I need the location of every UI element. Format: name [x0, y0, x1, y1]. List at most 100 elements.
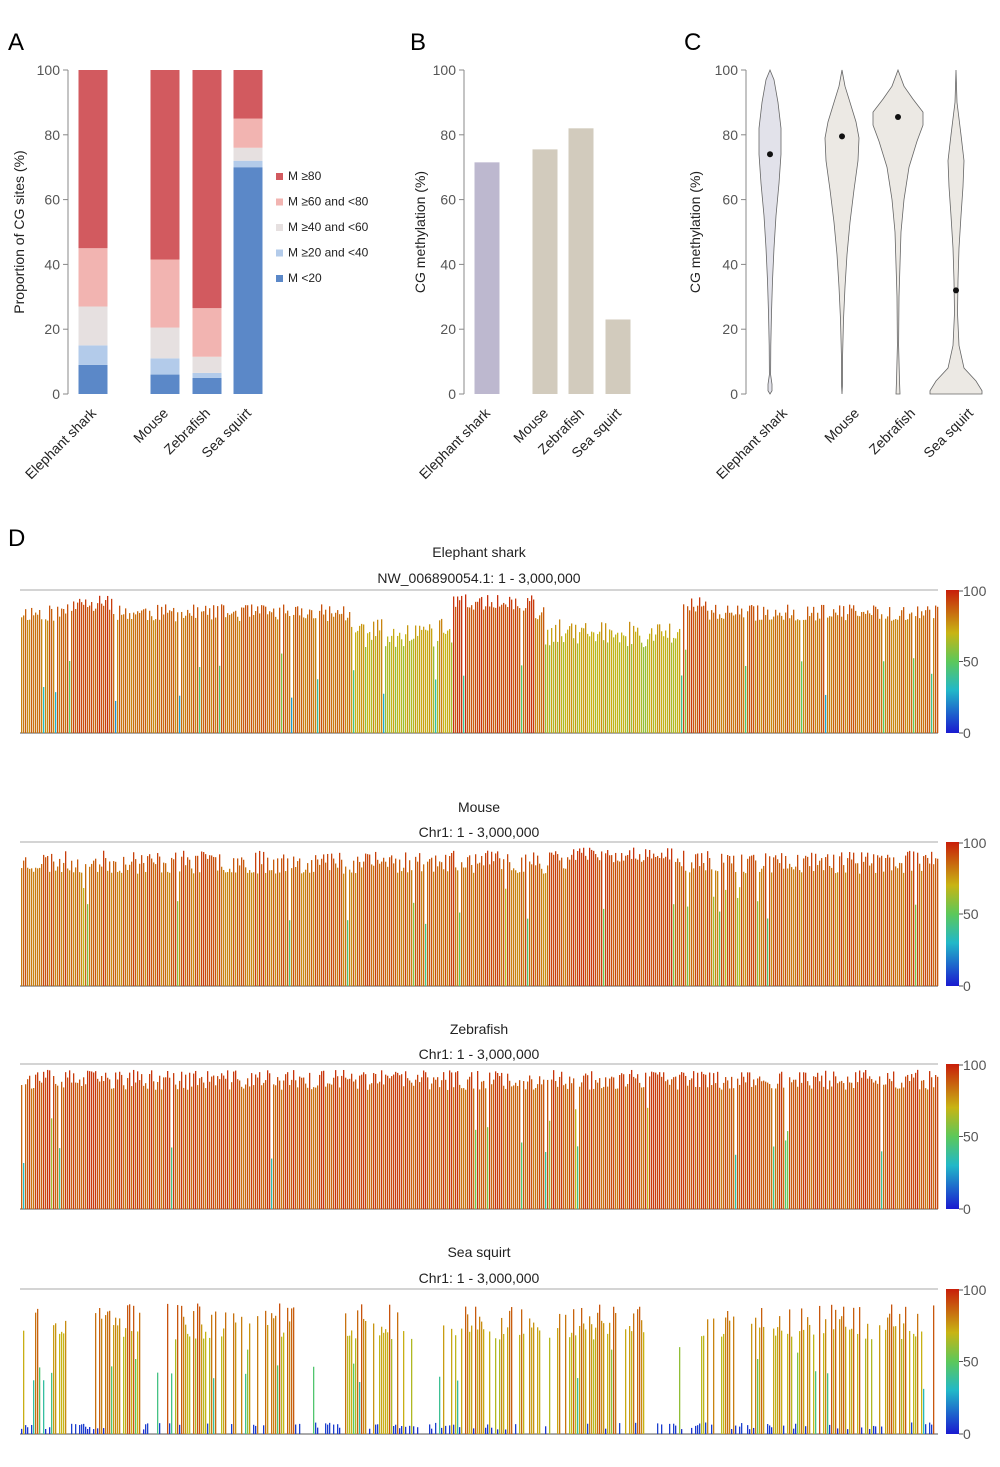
d-meth-bar [31, 1088, 33, 1209]
d-meth-bar [383, 1084, 385, 1209]
d-meth-bar [769, 619, 771, 733]
d-meth-bar [61, 608, 63, 733]
d-meth-bar [559, 1313, 561, 1434]
d-meth-bar [757, 605, 759, 733]
d-meth-bar [619, 1075, 621, 1209]
d-meth-bar [409, 1425, 411, 1434]
d-meth-bar [849, 852, 851, 986]
d-meth-bar [85, 599, 87, 733]
d-meth-bar [531, 595, 533, 733]
d-meth-bar [41, 864, 43, 986]
b-y-axis-label: CG methylation (%) [412, 171, 428, 293]
d-meth-bar [175, 852, 177, 986]
d-meth-bar [517, 606, 519, 733]
d-meth-bar [699, 597, 701, 733]
d-meth-bar [677, 858, 679, 986]
d-meth-bar [831, 867, 833, 986]
d-meth-bar [267, 614, 269, 733]
d-meth-bar [305, 869, 307, 986]
d-meth-bar [851, 1328, 853, 1434]
d-meth-bar [903, 607, 905, 733]
d-meth-bar [545, 1152, 547, 1209]
d-track-region: NW_006890054.1: 1 - 3,000,000 [377, 570, 580, 586]
d-meth-bar [89, 1071, 91, 1209]
d-meth-bar [21, 1428, 23, 1434]
d-meth-bar [435, 855, 437, 986]
d-meth-bar [907, 619, 909, 733]
d-meth-bar [561, 1071, 563, 1209]
d-meth-bar [859, 1070, 861, 1209]
d-meth-bar [805, 1426, 807, 1434]
d-meth-bar [253, 1085, 255, 1209]
d-meth-bar [279, 1080, 281, 1209]
c-x-tick-label: Zebrafish [866, 405, 919, 458]
d-meth-bar [515, 870, 517, 986]
d-meth-bar [143, 1429, 145, 1434]
d-meth-bar [407, 625, 409, 733]
d-meth-bar [469, 607, 471, 733]
d-meth-bar [607, 1086, 609, 1209]
d-meth-bar [689, 1079, 691, 1209]
d-meth-bar [571, 854, 573, 986]
d-meth-bar [385, 1074, 387, 1209]
d-meth-bar [909, 1330, 911, 1434]
d-meth-bar [83, 887, 85, 986]
d-meth-bar [235, 1322, 237, 1434]
d-track-title: Mouse [458, 799, 500, 815]
d-meth-bar [399, 1428, 401, 1434]
d-meth-bar [921, 1080, 923, 1209]
d-meth-bar [541, 868, 543, 986]
d-meth-bar [597, 634, 599, 733]
d-meth-bar [615, 1088, 617, 1209]
d-meth-bar [279, 607, 281, 733]
d-meth-bar [751, 855, 753, 986]
d-meth-bar [399, 859, 401, 986]
d-meth-bar [247, 1349, 249, 1434]
d-meth-bar [157, 604, 159, 733]
d-track-title: Elephant shark [432, 544, 526, 560]
d-meth-bar [405, 1071, 407, 1209]
d-meth-bar [69, 870, 71, 986]
d-meth-bar [467, 1314, 469, 1434]
d-meth-bar [199, 872, 201, 986]
d-meth-bar [843, 1306, 845, 1434]
d-meth-bar [847, 1076, 849, 1209]
d-meth-bar [805, 619, 807, 733]
d-meth-bar [775, 609, 777, 733]
d-meth-bar [513, 1085, 515, 1209]
d-meth-bar [163, 1077, 165, 1209]
d-meth-bar [261, 605, 263, 733]
d-meth-bar [581, 852, 583, 986]
d-meth-bar [565, 1083, 567, 1209]
d-meth-bar [67, 868, 69, 986]
d-meth-bar [883, 661, 885, 733]
d-meth-bar [723, 1333, 725, 1434]
d-meth-bar [905, 855, 907, 986]
d-meth-bar [779, 1316, 781, 1434]
d-meth-bar [923, 856, 925, 986]
d-meth-bar [653, 640, 655, 733]
d-meth-bar [103, 1081, 105, 1209]
d-meth-bar [901, 1338, 903, 1434]
d-meth-bar [337, 610, 339, 733]
d-track-region: Chr1: 1 - 3,000,000 [419, 1270, 540, 1286]
d-meth-bar [663, 858, 665, 986]
d-meth-bar [731, 1076, 733, 1209]
a-y-axis-label: Proportion of CG sites (%) [11, 150, 27, 313]
d-meth-bar [449, 856, 451, 986]
d-meth-bar [293, 614, 295, 733]
d-meth-bar [171, 857, 173, 986]
d-meth-bar [719, 614, 721, 733]
d-meth-bar [111, 1366, 113, 1434]
d-meth-bar [45, 857, 47, 986]
d-meth-bar [639, 1082, 641, 1209]
d-meth-bar [689, 610, 691, 733]
d-meth-bar [759, 1076, 761, 1209]
d-meth-bar [743, 1076, 745, 1209]
d-meth-bar [921, 611, 923, 733]
d-meth-bar [727, 1311, 729, 1434]
d-meth-bar [833, 854, 835, 986]
d-meth-bar [875, 1426, 877, 1434]
d-meth-bar [581, 627, 583, 733]
d-meth-bar [697, 1072, 699, 1209]
